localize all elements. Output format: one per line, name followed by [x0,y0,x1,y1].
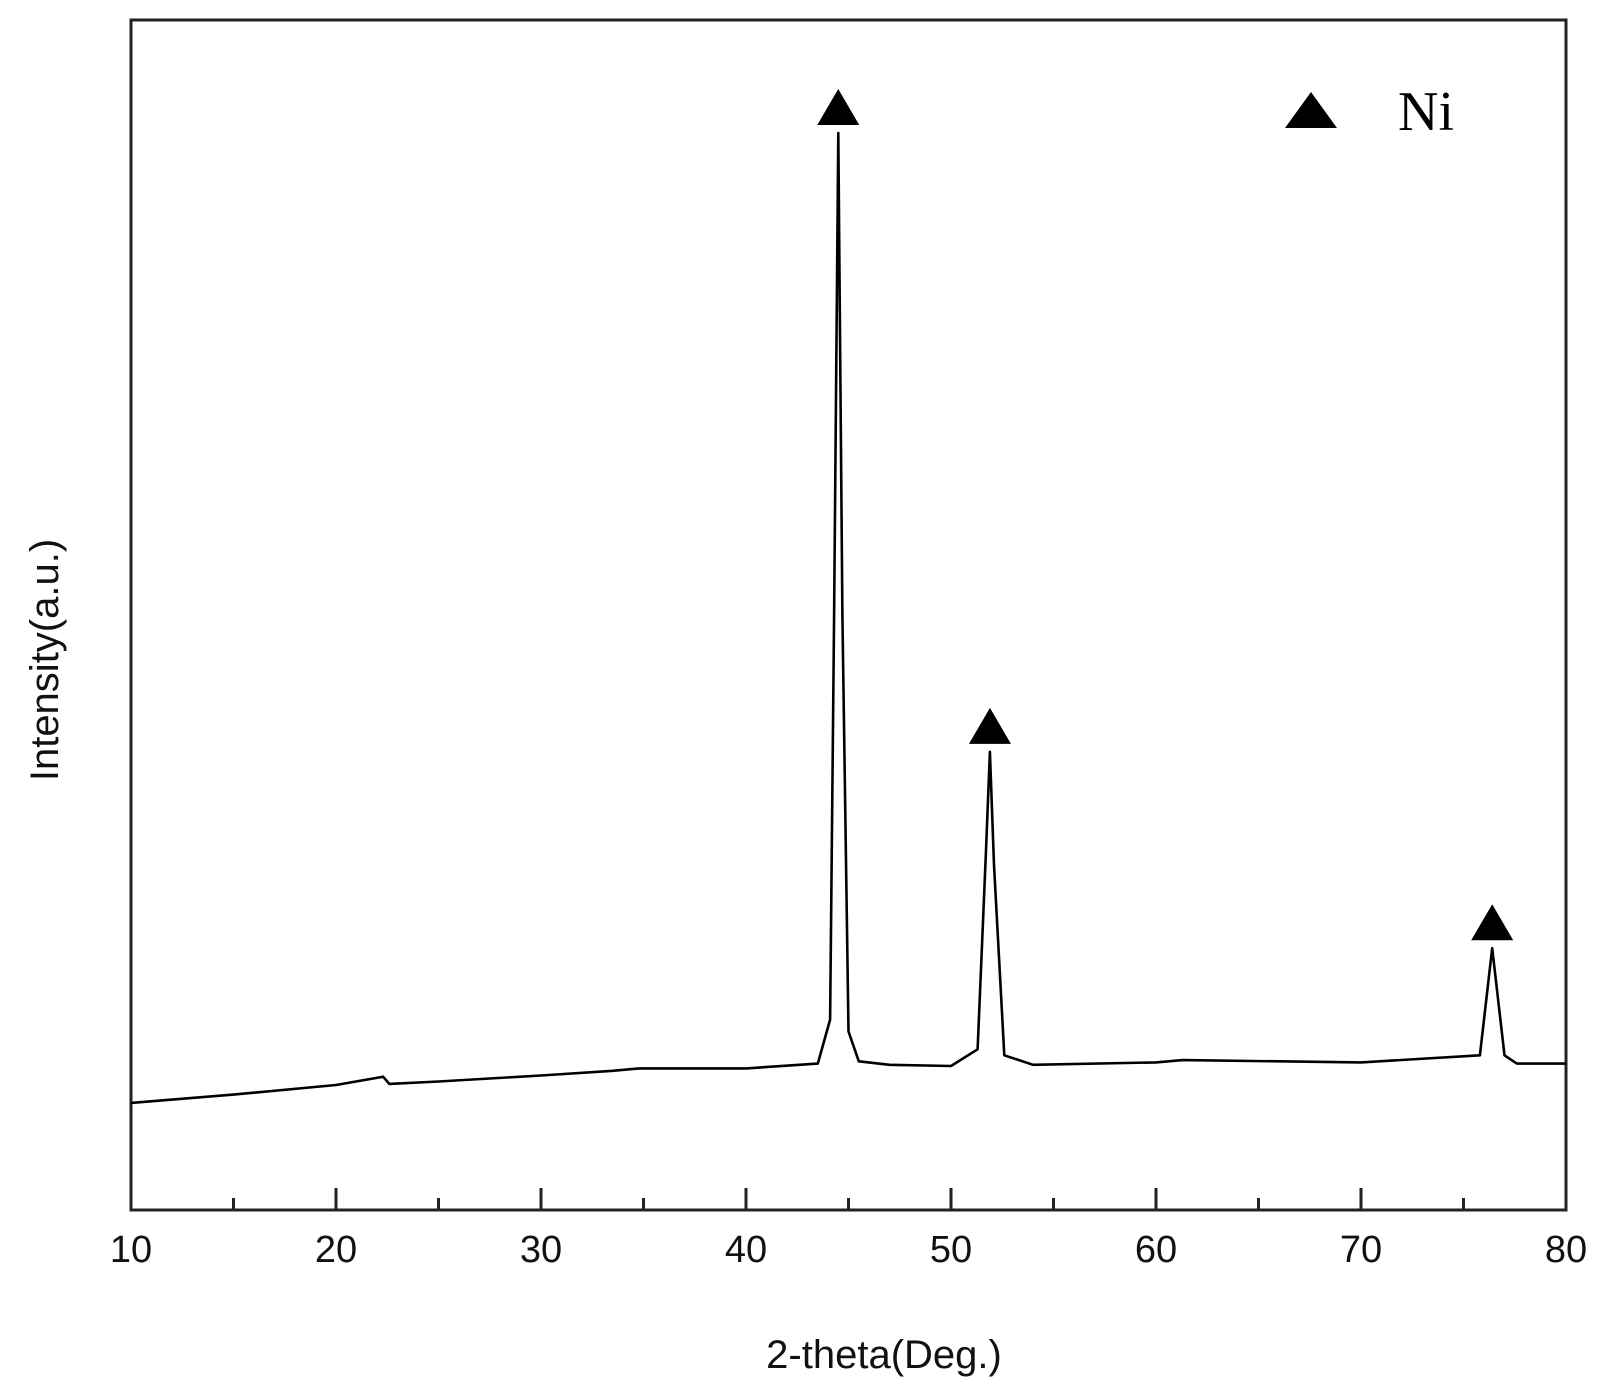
x-tick-label: 80 [1545,1229,1587,1271]
peak-marker-triangle-icon [817,89,860,126]
x-tick-label: 20 [315,1229,357,1271]
y-axis-title: Intensity(a.u.) [23,539,67,781]
x-tick-label: 40 [725,1229,767,1271]
peak-marker-triangle-icon [968,707,1011,744]
x-axis-title: 2-theta(Deg.) [766,1333,1002,1377]
x-tick-label: 10 [110,1229,152,1271]
x-axis-tick-labels: 10 20 30 40 50 60 70 80 [110,1229,1587,1271]
x-tick-label: 70 [1340,1229,1382,1271]
x-tick-label: 50 [930,1229,972,1271]
legend-label: Ni [1398,81,1454,143]
legend: Ni [1285,81,1454,143]
legend-triangle-icon [1285,92,1337,128]
x-axis-ticks [129,1188,1568,1210]
x-tick-label: 30 [520,1229,562,1271]
peak-marker-triangle-icon [1471,904,1514,941]
series-line [130,131,1566,1105]
x-tick-label: 60 [1135,1229,1177,1271]
peak-markers [817,89,1514,941]
